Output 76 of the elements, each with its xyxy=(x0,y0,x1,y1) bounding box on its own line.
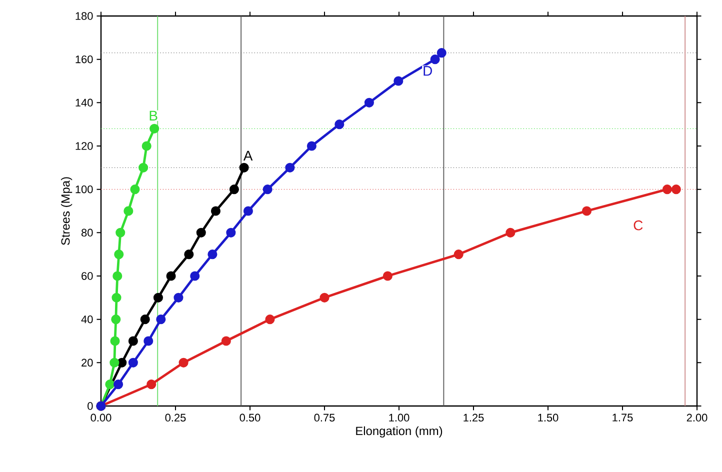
x-tick-label: 0.25 xyxy=(165,414,186,422)
point xyxy=(166,271,176,281)
point xyxy=(142,141,152,151)
point xyxy=(671,184,681,194)
point xyxy=(178,358,188,368)
x-axis-title: Elongation (mm) xyxy=(356,426,442,438)
point xyxy=(114,380,124,390)
x-tick-label: 2.00 xyxy=(686,414,708,422)
x-tick-label: 1.50 xyxy=(538,414,558,422)
point xyxy=(153,292,163,302)
point xyxy=(196,228,206,238)
point xyxy=(210,206,221,216)
point xyxy=(138,162,148,172)
x-tick-label: 1.25 xyxy=(464,414,484,422)
point xyxy=(146,380,156,390)
point xyxy=(128,358,138,368)
point xyxy=(190,271,200,281)
point xyxy=(265,314,275,324)
y-tick-label: 80 xyxy=(82,228,93,237)
point xyxy=(221,336,231,346)
y-tick-label: 40 xyxy=(81,315,93,324)
series-label: C xyxy=(634,220,643,230)
y-tick-label: 60 xyxy=(82,272,93,280)
y-tick-label: 20 xyxy=(82,358,93,367)
point xyxy=(582,206,592,216)
y-tick-label: 120 xyxy=(76,142,93,150)
point xyxy=(150,124,160,134)
point xyxy=(239,162,249,172)
point xyxy=(124,206,134,216)
point xyxy=(112,271,122,281)
point xyxy=(394,76,404,86)
point xyxy=(110,358,120,368)
point xyxy=(156,314,166,324)
point xyxy=(112,292,122,302)
y-tick-label: 160 xyxy=(76,55,93,64)
point xyxy=(208,250,218,260)
point xyxy=(243,206,253,216)
point xyxy=(140,314,150,324)
x-tick-label: 1.00 xyxy=(389,414,410,422)
point xyxy=(382,271,392,281)
series-label: A xyxy=(243,150,253,160)
y-tick-label: 140 xyxy=(76,98,93,107)
point xyxy=(454,250,464,260)
point xyxy=(320,292,330,302)
point xyxy=(105,380,115,390)
point xyxy=(285,162,295,172)
point xyxy=(111,314,121,324)
point xyxy=(306,141,316,151)
y-tick-label: 180 xyxy=(76,12,93,20)
point xyxy=(430,54,440,64)
point xyxy=(229,184,239,194)
x-tick-label: 1.75 xyxy=(612,414,633,422)
point xyxy=(174,292,184,302)
series-label: B xyxy=(150,110,158,120)
point xyxy=(184,250,194,260)
y-tick-label: 100 xyxy=(76,185,93,194)
x-tick-label: 0.50 xyxy=(240,414,260,422)
point xyxy=(128,336,138,346)
point xyxy=(110,336,120,346)
point xyxy=(130,184,140,194)
y-tick-label: 0 xyxy=(88,402,93,410)
y-axis-title: Strees (Mpa) xyxy=(60,177,72,245)
series-label: D xyxy=(424,66,432,76)
point xyxy=(226,228,236,238)
point xyxy=(117,358,127,368)
point xyxy=(364,98,374,108)
x-tick-label: 0.75 xyxy=(314,414,335,422)
point xyxy=(436,48,446,58)
point xyxy=(506,228,516,238)
point xyxy=(144,336,154,346)
point xyxy=(334,120,344,130)
point xyxy=(262,184,272,194)
point xyxy=(116,228,126,238)
x-tick-label: 0.00 xyxy=(90,414,112,422)
point xyxy=(114,250,124,260)
point xyxy=(662,184,672,194)
